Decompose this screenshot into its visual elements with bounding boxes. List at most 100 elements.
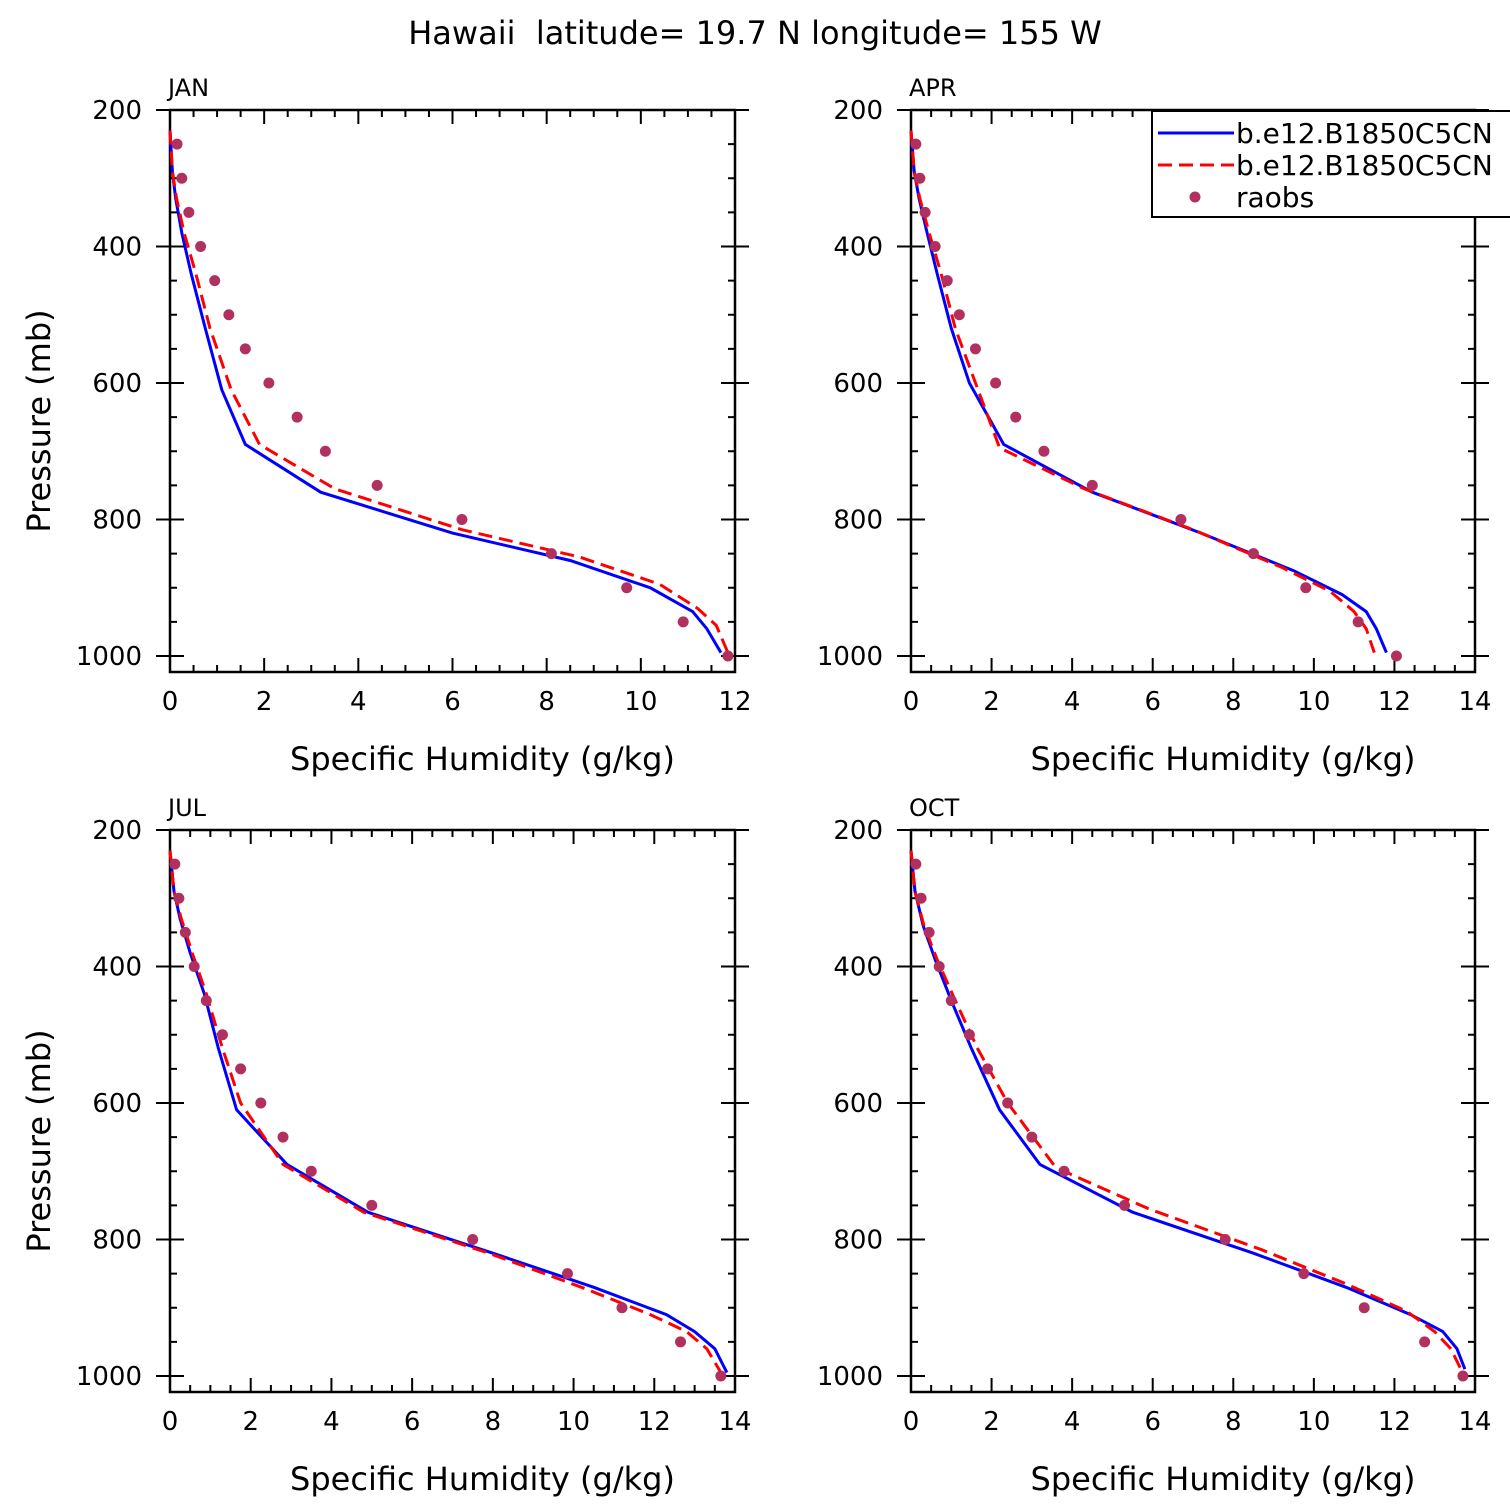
x-tick-label: 0 (903, 1407, 920, 1437)
raobs-point (963, 1029, 975, 1041)
x-tick-label: 6 (1144, 1407, 1161, 1437)
raobs-point (1038, 445, 1050, 457)
x-tick-label: 10 (624, 687, 657, 717)
x-tick-label: 12 (1378, 687, 1411, 717)
panel-label: OCT (909, 794, 960, 822)
raobs-point (319, 445, 331, 457)
raobs-point (919, 206, 931, 218)
x-tick-label: 8 (538, 687, 555, 717)
figure-title: Hawaii latitude= 19.7 N longitude= 155 W (408, 14, 1102, 52)
raobs-point (1026, 1131, 1038, 1143)
panel-jul: JUL 0 2 4 6 8 10 12 14 200 400 600 800 1000 Specific H… (20, 794, 752, 1498)
x-tick-label: 8 (485, 1407, 502, 1437)
raobs-point (1219, 1234, 1231, 1245)
raobs-point (722, 650, 734, 662)
x-tick-label: 14 (1458, 687, 1491, 717)
raobs-point (715, 1370, 727, 1382)
x-tick-label: 0 (162, 687, 179, 717)
x-tick-label: 10 (1297, 1407, 1330, 1437)
raobs-point (675, 1336, 687, 1348)
y-tick-label: 600 (833, 369, 883, 399)
raobs-point (1298, 1268, 1310, 1280)
x-axis-label: Specific Humidity (g/kg) (290, 740, 675, 778)
raobs-point (990, 377, 1002, 389)
raobs-point (929, 241, 941, 252)
legend-label: raobs (1236, 181, 1314, 214)
raobs-point (366, 1199, 378, 1211)
raobs-point (171, 138, 183, 150)
y-tick-label: 800 (92, 1226, 142, 1256)
raobs-point (179, 926, 191, 938)
raobs-point (945, 995, 957, 1007)
raobs-point (235, 1063, 247, 1075)
panel-jan: JAN 0 2 4 6 8 10 12 200 400 600 800 1000 Specific Hum… (20, 74, 752, 778)
raobs-point (545, 548, 557, 560)
y-tick-label: 600 (92, 369, 142, 399)
raobs-point (1086, 479, 1098, 491)
y-tick-label: 400 (833, 953, 883, 983)
raobs-point (969, 343, 981, 355)
x-tick-label: 2 (983, 687, 1000, 717)
y-tick-label: 800 (833, 1226, 883, 1256)
raobs-point (209, 275, 221, 287)
legend-marker-raobs (1189, 191, 1201, 203)
raobs-point (1002, 1097, 1014, 1109)
model-line-dashed (168, 850, 723, 1374)
x-tick-label: 2 (983, 1407, 1000, 1437)
model-line-solid (909, 850, 1467, 1370)
raobs-point (562, 1268, 574, 1280)
raobs-point (621, 582, 633, 594)
x-tick-label: 8 (1225, 687, 1242, 717)
raobs-point (1119, 1199, 1131, 1211)
panel-label: JAN (166, 74, 209, 102)
x-tick-label: 6 (1144, 687, 1161, 717)
raobs-point (169, 858, 181, 870)
y-tick-label: 200 (833, 96, 883, 126)
raobs-point (1300, 582, 1312, 594)
raobs-point (1247, 548, 1259, 560)
model-line-dashed (168, 130, 730, 654)
x-tick-label: 6 (444, 687, 461, 717)
raobs-point (239, 343, 251, 355)
x-tick-label: 4 (1064, 687, 1081, 717)
x-tick-label: 14 (718, 1407, 751, 1437)
y-tick-label: 1000 (76, 642, 142, 672)
raobs-point (941, 275, 953, 287)
raobs-point (1058, 1165, 1070, 1177)
raobs-point (616, 1302, 628, 1314)
y-axis-label: Pressure (mb) (20, 309, 58, 532)
x-axis-label: Specific Humidity (g/kg) (290, 1460, 675, 1498)
legend-label: b.e12.B1850C5CN (1236, 149, 1493, 182)
raobs-point (1419, 1336, 1431, 1348)
raobs-point (953, 309, 965, 321)
panel-label: APR (909, 74, 957, 102)
x-tick-label: 12 (638, 1407, 671, 1437)
y-tick-label: 800 (92, 506, 142, 536)
raobs-point (915, 892, 927, 904)
raobs-point (933, 961, 945, 972)
x-tick-label: 10 (557, 1407, 590, 1437)
x-tick-label: 8 (1225, 1407, 1242, 1437)
panel-oct: OCT 0 2 4 6 8 10 12 14 200 400 600 800 1000 Specific H… (817, 794, 1492, 1498)
raobs-point (263, 377, 275, 389)
raobs-point (910, 138, 922, 150)
raobs-point (923, 926, 935, 938)
raobs-point (1010, 411, 1022, 423)
raobs-point (467, 1234, 479, 1245)
raobs-point (305, 1165, 317, 1177)
model-line-solid (168, 850, 729, 1374)
y-tick-label: 600 (92, 1089, 142, 1119)
model-line-dashed (909, 850, 1463, 1370)
x-tick-label: 6 (404, 1407, 421, 1437)
y-tick-label: 600 (833, 1089, 883, 1119)
raobs-point (173, 892, 185, 904)
x-tick-label: 4 (350, 687, 367, 717)
raobs-point (223, 309, 235, 321)
x-tick-label: 14 (1458, 1407, 1491, 1437)
raobs-point (910, 858, 922, 870)
raobs-point (277, 1131, 289, 1143)
raobs-point (195, 241, 207, 252)
x-tick-label: 0 (903, 687, 920, 717)
